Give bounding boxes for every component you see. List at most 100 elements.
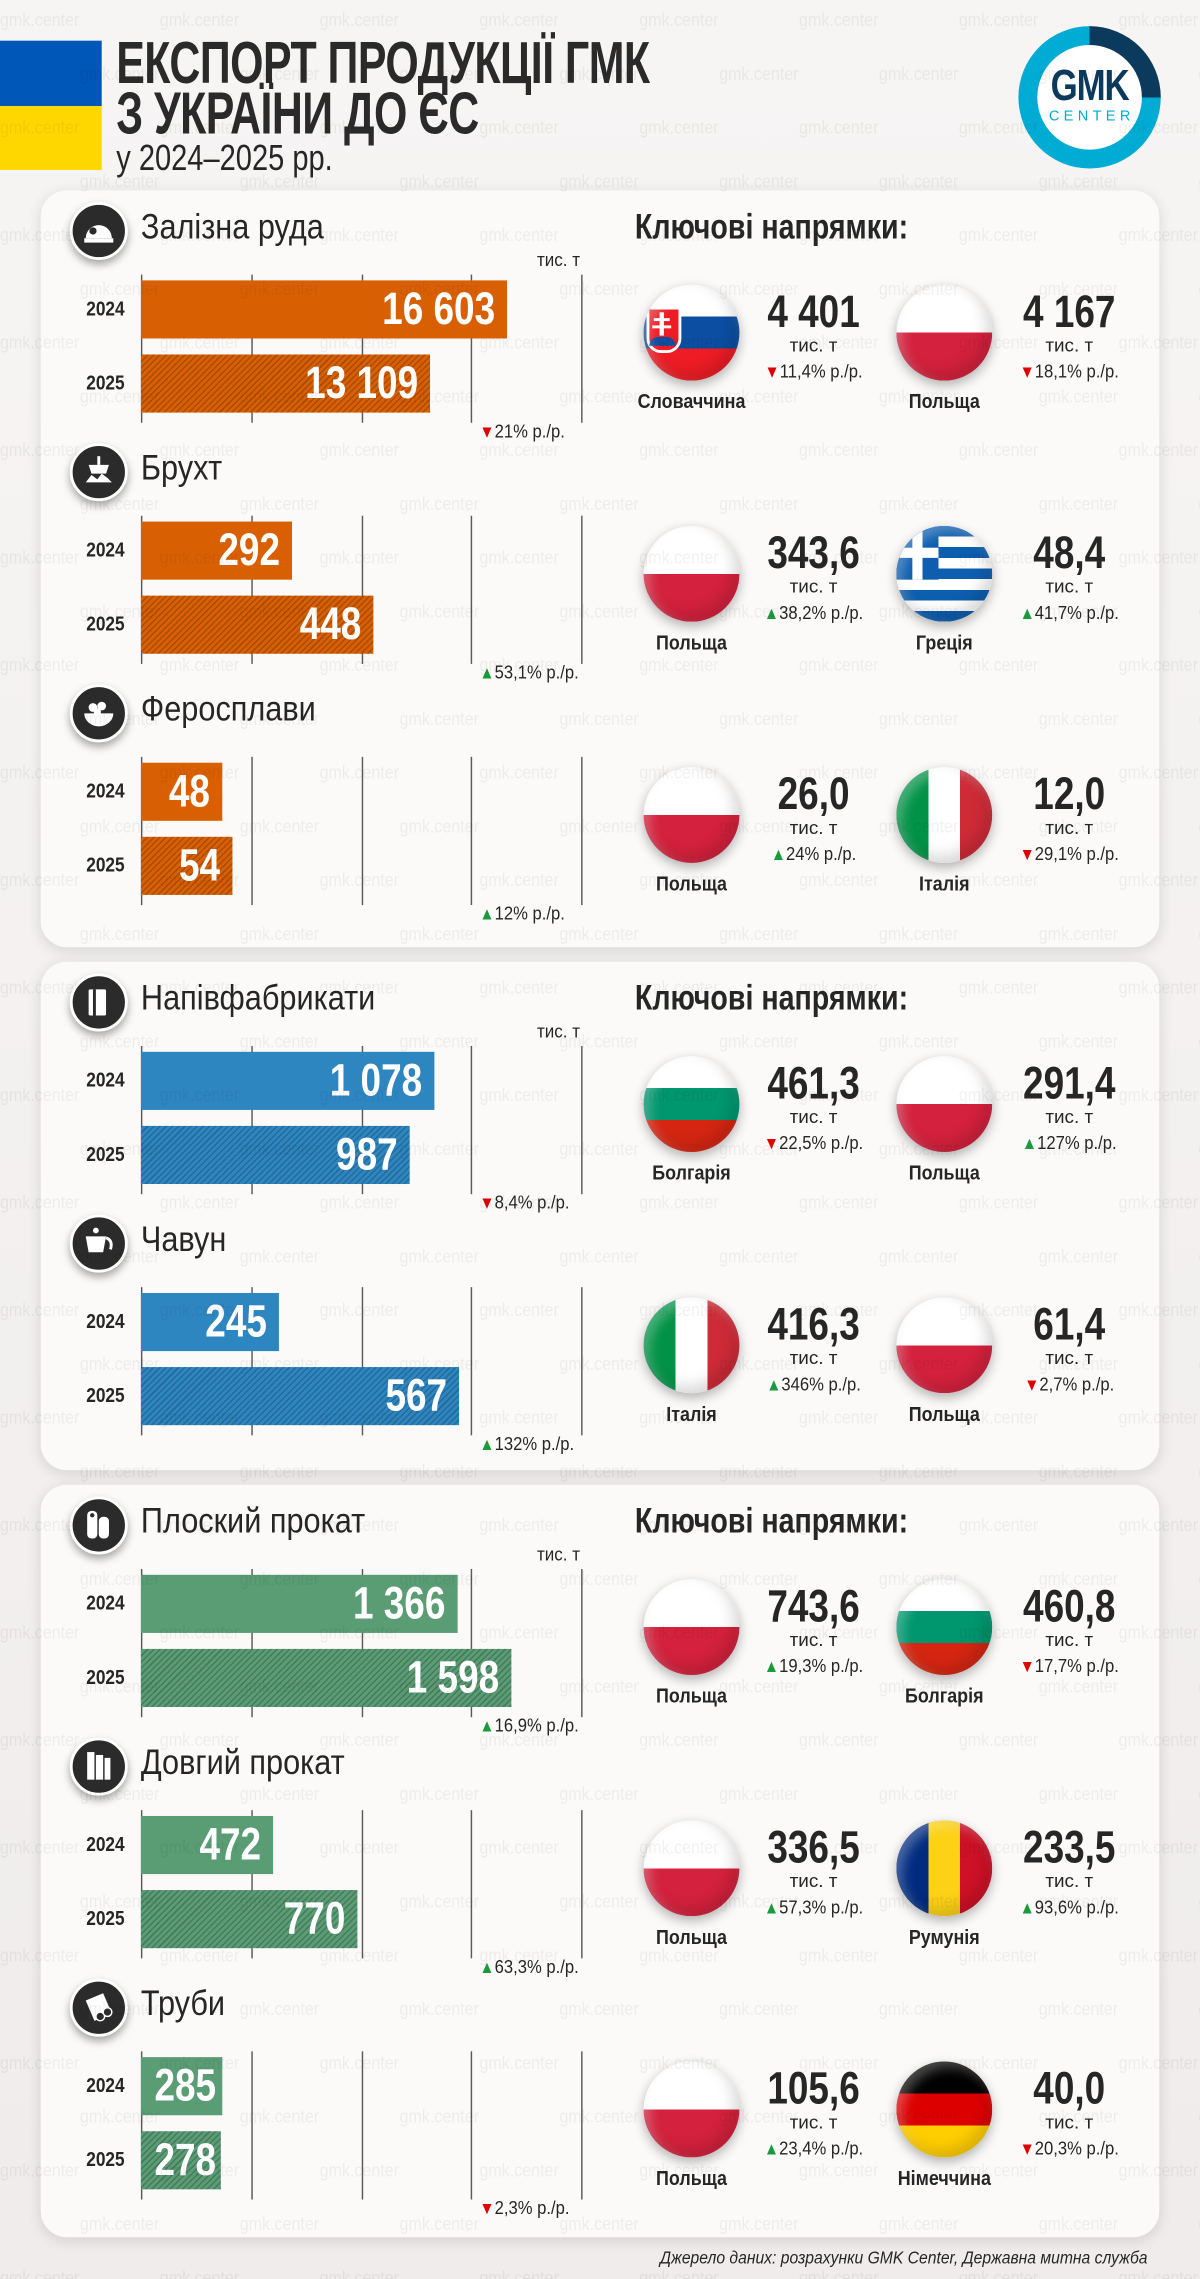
flag-greece [896,525,993,622]
bar-2024: 48 [140,762,223,821]
gridline [471,756,473,906]
product-section: Напівфабрикати тис. т Ключові напрямки: 1 0… [41,973,1160,1214]
product-name: Плоский прокат [140,1502,366,1542]
gridline [140,274,143,423]
watermark: gmk.center [319,2266,400,2279]
bar-value-label: 770 [283,1892,346,1944]
yoy-change: ▼21% р./р. [479,419,565,442]
unit-label: тис. т [537,1019,581,1042]
flat-coils-icon [69,1496,128,1555]
watermark: gmk.center [639,116,719,139]
flag-bulgaria [896,1579,993,1676]
bar-2024: 16 603 [140,280,507,339]
gridline [250,515,253,664]
gridline [471,1287,473,1436]
scrap-magnet-icon [69,443,128,502]
watermark: gmk.center [799,8,879,31]
watermark: gmk.center [878,169,959,192]
watermark: gmk.center [159,8,240,31]
year-label: 2024 [86,2073,125,2097]
watermark: gmk.center [479,116,559,139]
triangle-down-icon: ▼ [1019,2138,1035,2159]
gridline [361,1810,363,1959]
direction-value: 416,3 [767,1298,860,1350]
bar-chart: 16 603 13 109 [140,274,583,423]
country-name: Румунія [908,1924,980,1949]
bar-value-label: 48 [169,765,211,817]
gridline [361,274,363,423]
bar-2025: 13 109 [140,354,430,413]
watermark: gmk.center [0,8,80,31]
bar-value-label: 987 [335,1128,398,1180]
yoy-change: ▲16,9% р./р. [479,1714,579,1737]
gridline [471,1046,473,1195]
gridline [140,1810,143,1959]
gridline [471,1569,473,1718]
direction-unit: тис. т [1045,2110,1094,2133]
direction-change: ▼20,3% р./р. [1019,2137,1119,2159]
direction-stats: 743,6 тис. т ▲19,3% р./р. [741,1583,886,1677]
triangle-down-icon: ▼ [1019,361,1035,383]
unit-label: тис. т [537,248,581,271]
triangle-down-icon: ▼ [1019,1656,1035,1677]
triangle-up-icon: ▲ [770,844,787,865]
year-label: 2025 [86,1664,125,1689]
gridline [581,1046,583,1195]
direction-unit: тис. т [1045,1105,1094,1128]
year-label: 2024 [86,1590,125,1615]
bar-2025: 987 [140,1125,410,1185]
bar-chart: 1 078 987 [140,1046,583,1195]
logo-subtext: CENTER [1048,108,1135,125]
country-name: Італія [666,1401,717,1426]
direction-unit: тис. т [1045,1346,1094,1369]
bar-2025: 278 [140,2131,221,2190]
bar-value-label: 278 [154,2134,217,2185]
year-label: 2024 [86,778,125,802]
watermark: gmk.center [719,62,799,85]
gridline [581,1569,583,1718]
gridline [250,274,253,423]
direction-unit: тис. т [1045,1628,1094,1651]
watermark: gmk.center [719,169,799,192]
gridline [471,2051,473,2200]
watermark: gmk.center [639,8,719,31]
bar-chart: 292 448 [140,515,583,664]
bar-value-label: 16 603 [381,283,495,335]
triangle-down-icon: ▼ [763,1133,780,1154]
direction-stats: 343,6 тис. т ▲38,2% р./р. [741,530,886,624]
ferroalloys-bowl-icon [69,684,128,743]
bar-value-label: 13 109 [304,357,418,409]
bar-2025: 54 [140,836,233,895]
triangle-down-icon: ▼ [1024,1374,1040,1395]
gridline [140,2051,143,2200]
direction-unit: тис. т [789,575,838,598]
product-section: Феросплави 48 54 2024 2025 ▲12% р./р. Польща 2… [41,684,1160,925]
gridline [581,2051,583,2200]
product-section: Чавун 245 567 2024 2025 ▲132% р./р. Італія 416… [41,1214,1160,1456]
flag-poland [643,767,740,863]
direction-change: ▲93,6% р./р. [1019,1895,1119,1918]
gridline [471,1810,473,1959]
direction-change: ▼22,5% р./р. [763,1131,864,1154]
country-name: Польща [656,1924,728,1949]
product-name: Залізна руда [140,207,324,247]
direction-value: 61,4 [1033,1298,1106,1350]
watermark: gmk.center [958,8,1039,31]
flag-italy [643,1297,740,1394]
gridline [581,515,583,664]
flag-romania [896,1820,993,1917]
year-label: 2025 [86,1906,125,1930]
direction-value: 48,4 [1033,527,1106,579]
country-name: Словаччина [637,389,746,413]
country-name: Польща [656,1683,728,1708]
year-label: 2025 [86,1383,125,1407]
year-label: 2025 [86,370,125,394]
flag-slovakia [643,284,740,381]
yoy-change: ▲63,3% р./р. [479,1955,579,1978]
direction-value: 460,8 [1023,1580,1116,1632]
direction-change: ▲19,3% р./р. [763,1654,864,1677]
direction-unit: тис. т [1045,575,1094,598]
bar-chart: 285 278 [140,2051,583,2200]
direction-stats: 48,4 тис. т ▲41,7% р./р. [997,527,1142,624]
